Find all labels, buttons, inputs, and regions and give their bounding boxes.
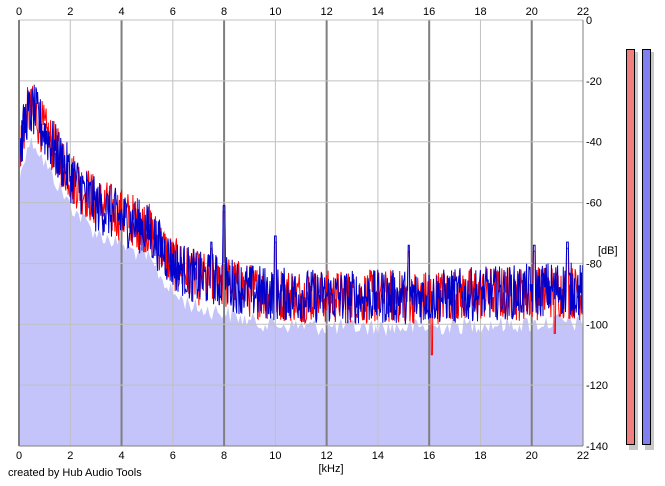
- x-tick-label-bottom-14: 14: [372, 450, 384, 462]
- x-tick-label-bottom-8: 8: [221, 450, 227, 462]
- y-axis-label: [dB]: [598, 245, 618, 257]
- x-tick-label-bottom-2: 2: [67, 450, 73, 462]
- y-tick-label-40: -40: [586, 137, 602, 149]
- y-tick-label-120: -120: [586, 380, 608, 392]
- x-tick-label-bottom-6: 6: [170, 450, 176, 462]
- level-meter-left: [626, 49, 635, 445]
- x-tick-label-top-12: 12: [321, 6, 333, 18]
- y-tick-label-0: 0: [586, 15, 592, 27]
- y-tick-label-20: -20: [586, 76, 602, 88]
- x-tick-label-top-4: 4: [118, 6, 124, 18]
- x-tick-label-top-2: 2: [67, 6, 73, 18]
- x-tick-label-top-22: 22: [577, 6, 589, 18]
- y-tick-label-60: -60: [586, 198, 602, 210]
- y-tick-label-140: -140: [586, 441, 608, 453]
- x-tick-label-bottom-10: 10: [269, 450, 281, 462]
- x-tick-label-top-20: 20: [526, 6, 538, 18]
- level-meter-right: [642, 49, 651, 445]
- x-tick-label-bottom-12: 12: [321, 450, 333, 462]
- x-tick-label-bottom-20: 20: [526, 450, 538, 462]
- x-tick-label-top-6: 6: [170, 6, 176, 18]
- x-tick-label-bottom-18: 18: [474, 450, 486, 462]
- y-tick-label-100: -100: [586, 319, 608, 331]
- x-tick-label-top-0: 0: [16, 6, 22, 18]
- x-tick-label-top-14: 14: [372, 6, 384, 18]
- x-tick-label-top-10: 10: [269, 6, 281, 18]
- x-tick-label-bottom-22: 22: [577, 450, 589, 462]
- x-tick-label-top-8: 8: [221, 6, 227, 18]
- x-tick-label-bottom-16: 16: [423, 450, 435, 462]
- x-tick-label-top-16: 16: [423, 6, 435, 18]
- x-tick-label-top-18: 18: [474, 6, 486, 18]
- x-tick-label-bottom-4: 4: [118, 450, 124, 462]
- x-tick-label-bottom-0: 0: [16, 450, 22, 462]
- spectrum-area-fill: [19, 137, 583, 446]
- series-line-blue: [18, 84, 584, 325]
- credit-text: created by Hub Audio Tools: [8, 467, 142, 479]
- x-axis-label: [kHz]: [318, 463, 343, 475]
- y-tick-label-80: -80: [586, 258, 602, 270]
